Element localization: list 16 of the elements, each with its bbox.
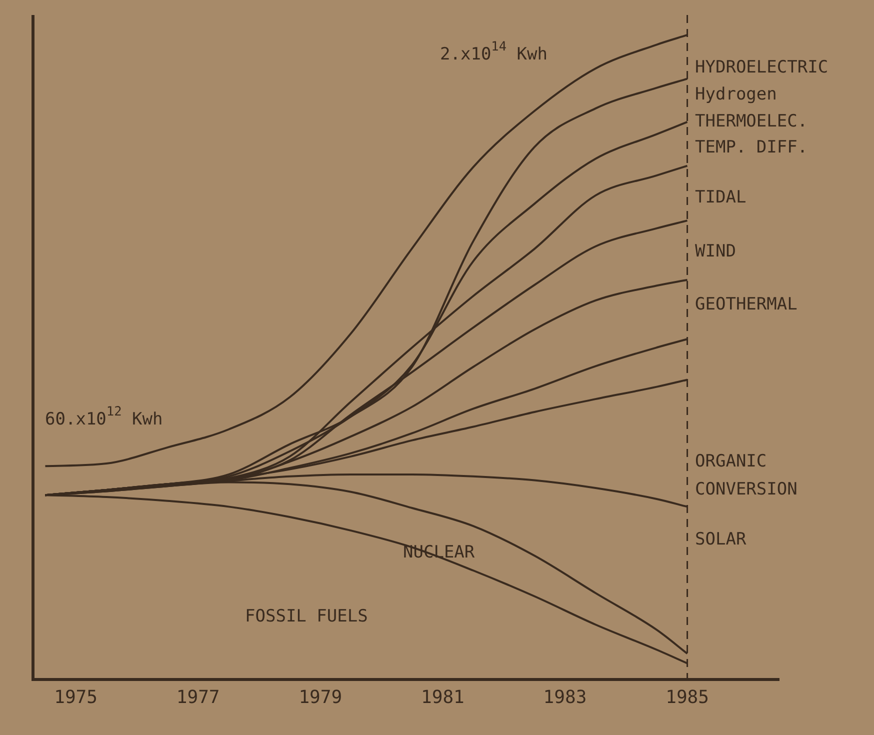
x-tick-label: 1981 [421, 686, 464, 708]
annotation: TEMP. DIFF. [695, 137, 808, 158]
x-tick-label: 1983 [543, 686, 587, 708]
annotation: Hydrogen [695, 84, 777, 104]
annotation: SOLAR [695, 529, 747, 550]
annotation: HYDROELECTRIC [695, 57, 828, 78]
annotation: GEOTHERMAL [695, 294, 798, 314]
x-tick-label: 1979 [298, 686, 342, 708]
x-tick-label: 1985 [666, 686, 709, 708]
annotation: WIND [695, 241, 736, 262]
annotation: ORGANIC CONVERSION [695, 451, 798, 500]
annotation: FOSSIL FUELS [245, 606, 368, 626]
annotation: TIDAL [695, 187, 746, 208]
annotation: THERMOELEC. [695, 111, 808, 132]
x-tick-label: 1975 [54, 686, 98, 708]
x-tick-label: 1977 [176, 686, 220, 708]
